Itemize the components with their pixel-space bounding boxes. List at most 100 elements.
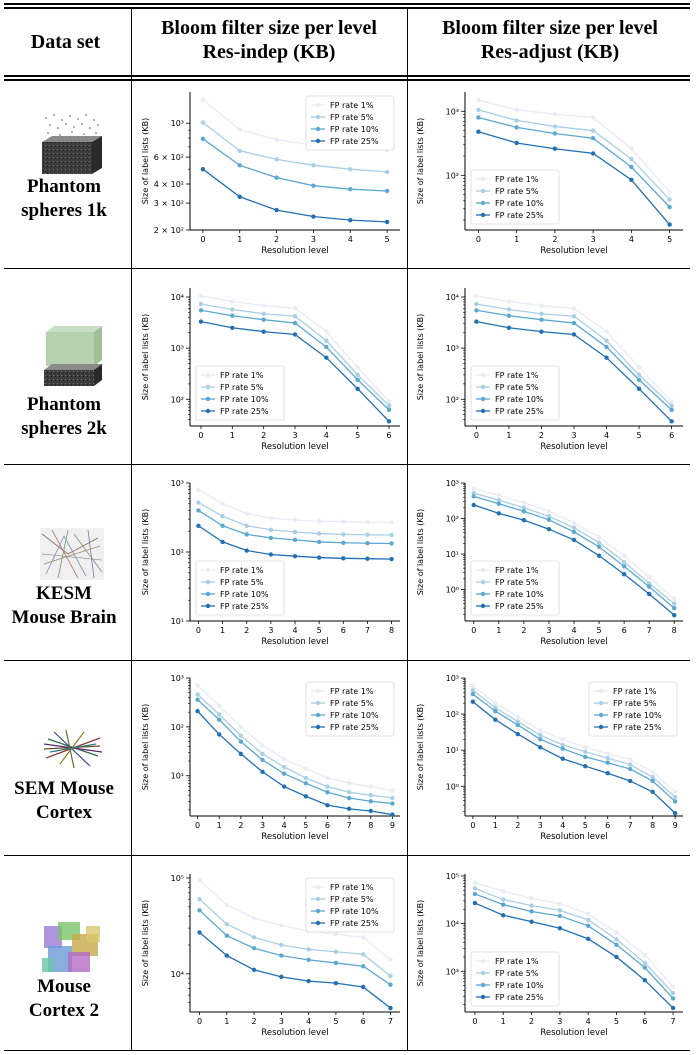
chart-4-data-point xyxy=(365,541,370,546)
chart-3-data-point xyxy=(636,377,642,383)
chart-8-data-point xyxy=(251,967,257,973)
chart-8-legend-label: FP rate 1% xyxy=(330,883,374,892)
chart-7-legend-label: FP rate 10% xyxy=(613,711,662,720)
chart-9-data-point xyxy=(529,896,534,901)
chart-2-data-point xyxy=(386,399,392,404)
chart-3-data-point xyxy=(669,407,674,413)
chart-5-data-point xyxy=(596,534,602,540)
chart-7-data-point xyxy=(627,757,633,762)
chart-0-data-point xyxy=(237,127,242,132)
top-rule xyxy=(4,3,690,5)
chart-3-y-axis-label: Size of label lists (KB) xyxy=(416,314,425,401)
chart-0-data-point xyxy=(348,217,353,223)
chart-5-y-tick-label: 10¹ xyxy=(446,550,459,559)
chart-0-data-point xyxy=(384,219,390,225)
chart-r1-res-adjust: 10² 10³ 0 1 2 3 4 5 Resolution level Size of labe… xyxy=(416,92,683,256)
chart-0-legend-label: FP rate 10% xyxy=(330,125,379,134)
header-res-adjust: Bloom filter size per level Res-adjust (… xyxy=(409,16,691,64)
chart-9-data-point xyxy=(529,903,534,908)
chart-4-data-point xyxy=(292,553,298,559)
chart-r3-res-indep: 10¹ 10² 10³ 0 1 2 3 4 5 6 7 8 Resolution level Size o… xyxy=(141,479,400,647)
chart-7-y-tick-label: 10⁰ xyxy=(446,782,459,791)
chart-3-data-point xyxy=(571,306,577,311)
chart-2-data-point xyxy=(292,332,298,337)
chart-9-data-point xyxy=(501,888,506,894)
row5-name-line1: Mouse xyxy=(37,976,91,997)
chart-3-data-point xyxy=(474,293,479,299)
chart-8-data-point xyxy=(388,982,393,987)
chart-8-data-point xyxy=(251,946,257,951)
chart-9-data-point xyxy=(614,954,619,960)
chart-8-x-tick-label: 5 xyxy=(333,1017,338,1026)
chart-7-data-point xyxy=(515,722,521,728)
chart-4-data-point xyxy=(365,520,370,525)
chart-4-y-tick-label: 10¹ xyxy=(171,617,184,626)
chart-4-data-point xyxy=(196,487,201,492)
chart-2-y-tick-label: 10³ xyxy=(171,344,184,353)
chart-0-x-axis-label: Resolution level xyxy=(261,246,328,256)
chart-0-data-point xyxy=(274,137,279,142)
chart-7-legend-marker xyxy=(598,700,604,706)
chart-0-x-tick-label: 3 xyxy=(311,235,316,244)
chart-5-data-point xyxy=(546,509,552,514)
chart-9-data-point xyxy=(585,911,591,917)
chart-5-data-point xyxy=(546,527,552,532)
chart-4-x-tick-label: 8 xyxy=(389,626,394,635)
chart-2-data-point xyxy=(198,293,204,299)
chart-4-data-point xyxy=(292,529,298,535)
chart-9-y-tick-label: 10³ xyxy=(446,967,459,976)
chart-9-data-point xyxy=(472,900,478,906)
chart-6-x-tick-label: 7 xyxy=(347,821,352,830)
chart-3-data-point xyxy=(669,419,674,424)
chart-3-legend-label: FP rate 1% xyxy=(495,371,539,380)
chart-8-data-point xyxy=(197,930,202,935)
chart-9-data-point xyxy=(501,902,506,907)
chart-6-data-point xyxy=(238,724,244,730)
chart-3-data-point xyxy=(669,399,674,404)
chart-5-data-point xyxy=(646,584,652,589)
chart-0-series-line xyxy=(202,122,388,173)
chart-2-data-point xyxy=(292,314,298,319)
row1-dataset-name: Phantom spheres 1k xyxy=(0,175,128,223)
chart-2-data-point xyxy=(355,365,360,370)
chart-1-x-tick-label: 1 xyxy=(514,235,519,244)
chart-2-data-point xyxy=(292,306,298,311)
chart-5-data-point xyxy=(621,553,627,558)
chart-1-legend-marker xyxy=(480,176,486,182)
chart-5-y-tick-label: 10² xyxy=(446,515,459,524)
chart-6-data-point xyxy=(390,788,395,793)
chart-1-legend-label: FP rate 1% xyxy=(495,175,539,184)
chart-9-data-point xyxy=(501,897,506,902)
chart-0-data-point xyxy=(274,157,279,162)
chart-7-data-point xyxy=(515,714,521,719)
chart-7-legend-marker xyxy=(598,712,604,718)
chart-7-y-tick-label: 10² xyxy=(446,710,459,719)
chart-2-data-point xyxy=(230,313,235,318)
chart-r2-res-adjust: 10² 10³ 10⁴ 0 1 2 3 4 5 6 Resolution level Size of … xyxy=(416,288,683,452)
chart-5-data-point xyxy=(471,502,476,508)
chart-1-data-point xyxy=(629,146,634,151)
chart-3-data-point xyxy=(474,319,479,324)
chart-8-data-point xyxy=(388,1005,393,1011)
chart-7-data-point xyxy=(470,683,476,689)
chart-2-data-point xyxy=(230,299,235,304)
chart-8-x-tick-label: 4 xyxy=(306,1017,311,1026)
chart-0-legend-label: FP rate 25% xyxy=(330,137,379,146)
chart-0-legend-marker xyxy=(315,102,321,108)
chart-1-data-point xyxy=(476,97,481,103)
chart-6-data-point xyxy=(238,733,244,738)
chart-9-data-point xyxy=(642,978,647,983)
chart-2-legend-label: FP rate 25% xyxy=(220,407,269,416)
row5-name-line2: Cortex 2 xyxy=(28,1000,100,1021)
chart-6-legend-label: FP rate 5% xyxy=(330,699,374,708)
sem-cortex-thumbnail xyxy=(43,729,103,769)
chart-6-data-point xyxy=(217,703,222,708)
chart-2-data-point xyxy=(292,320,298,326)
chart-6-x-tick-label: 2 xyxy=(238,821,243,830)
chart-8-series-line xyxy=(199,879,391,961)
chart-4-y-tick-label: 10² xyxy=(171,548,184,557)
chart-8-data-point xyxy=(333,931,339,937)
chart-7-data-point xyxy=(672,810,678,816)
chart-0-data-point xyxy=(311,183,316,188)
chart-0-data-point xyxy=(311,214,316,219)
